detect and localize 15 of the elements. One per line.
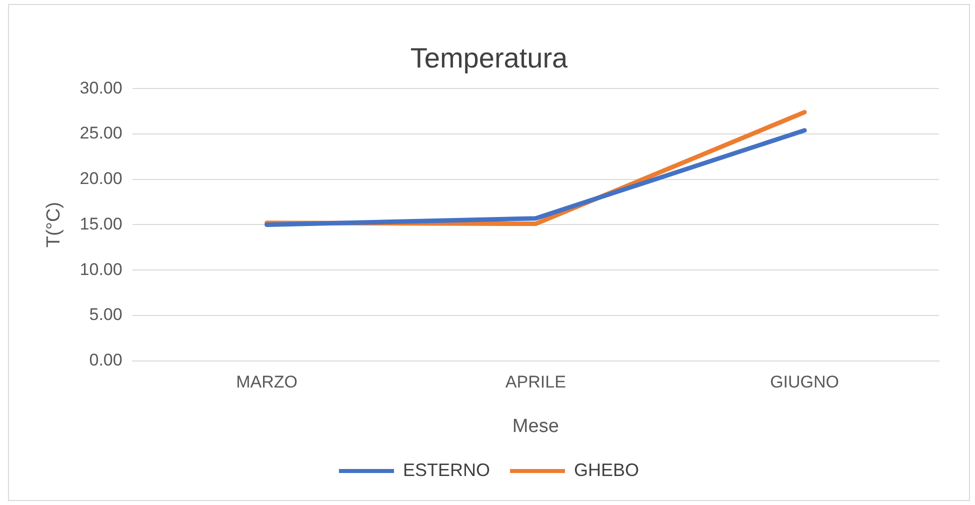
chart-title: Temperatura (410, 42, 568, 74)
y-tick-label: 10.00 (80, 260, 122, 279)
legend-label: GHEBO (574, 460, 640, 480)
x-tick-label: APRILE (505, 372, 566, 392)
legend-label: ESTERNO (402, 460, 490, 480)
y-tick-label: 5.00 (89, 305, 122, 324)
x-axis-title: Mese (512, 416, 559, 437)
y-tick-label: 20.00 (80, 169, 122, 188)
y-tick-label: 25.00 (80, 124, 122, 143)
y-tick-label: 0.00 (89, 350, 122, 370)
x-tick-label: MARZO (236, 372, 298, 392)
x-tick-label: GIUGNO (770, 372, 840, 392)
y-axis-title: T(°C) (44, 202, 65, 248)
y-tick-label: 15.00 (80, 214, 122, 234)
y-tick-label: 30.00 (80, 78, 122, 98)
